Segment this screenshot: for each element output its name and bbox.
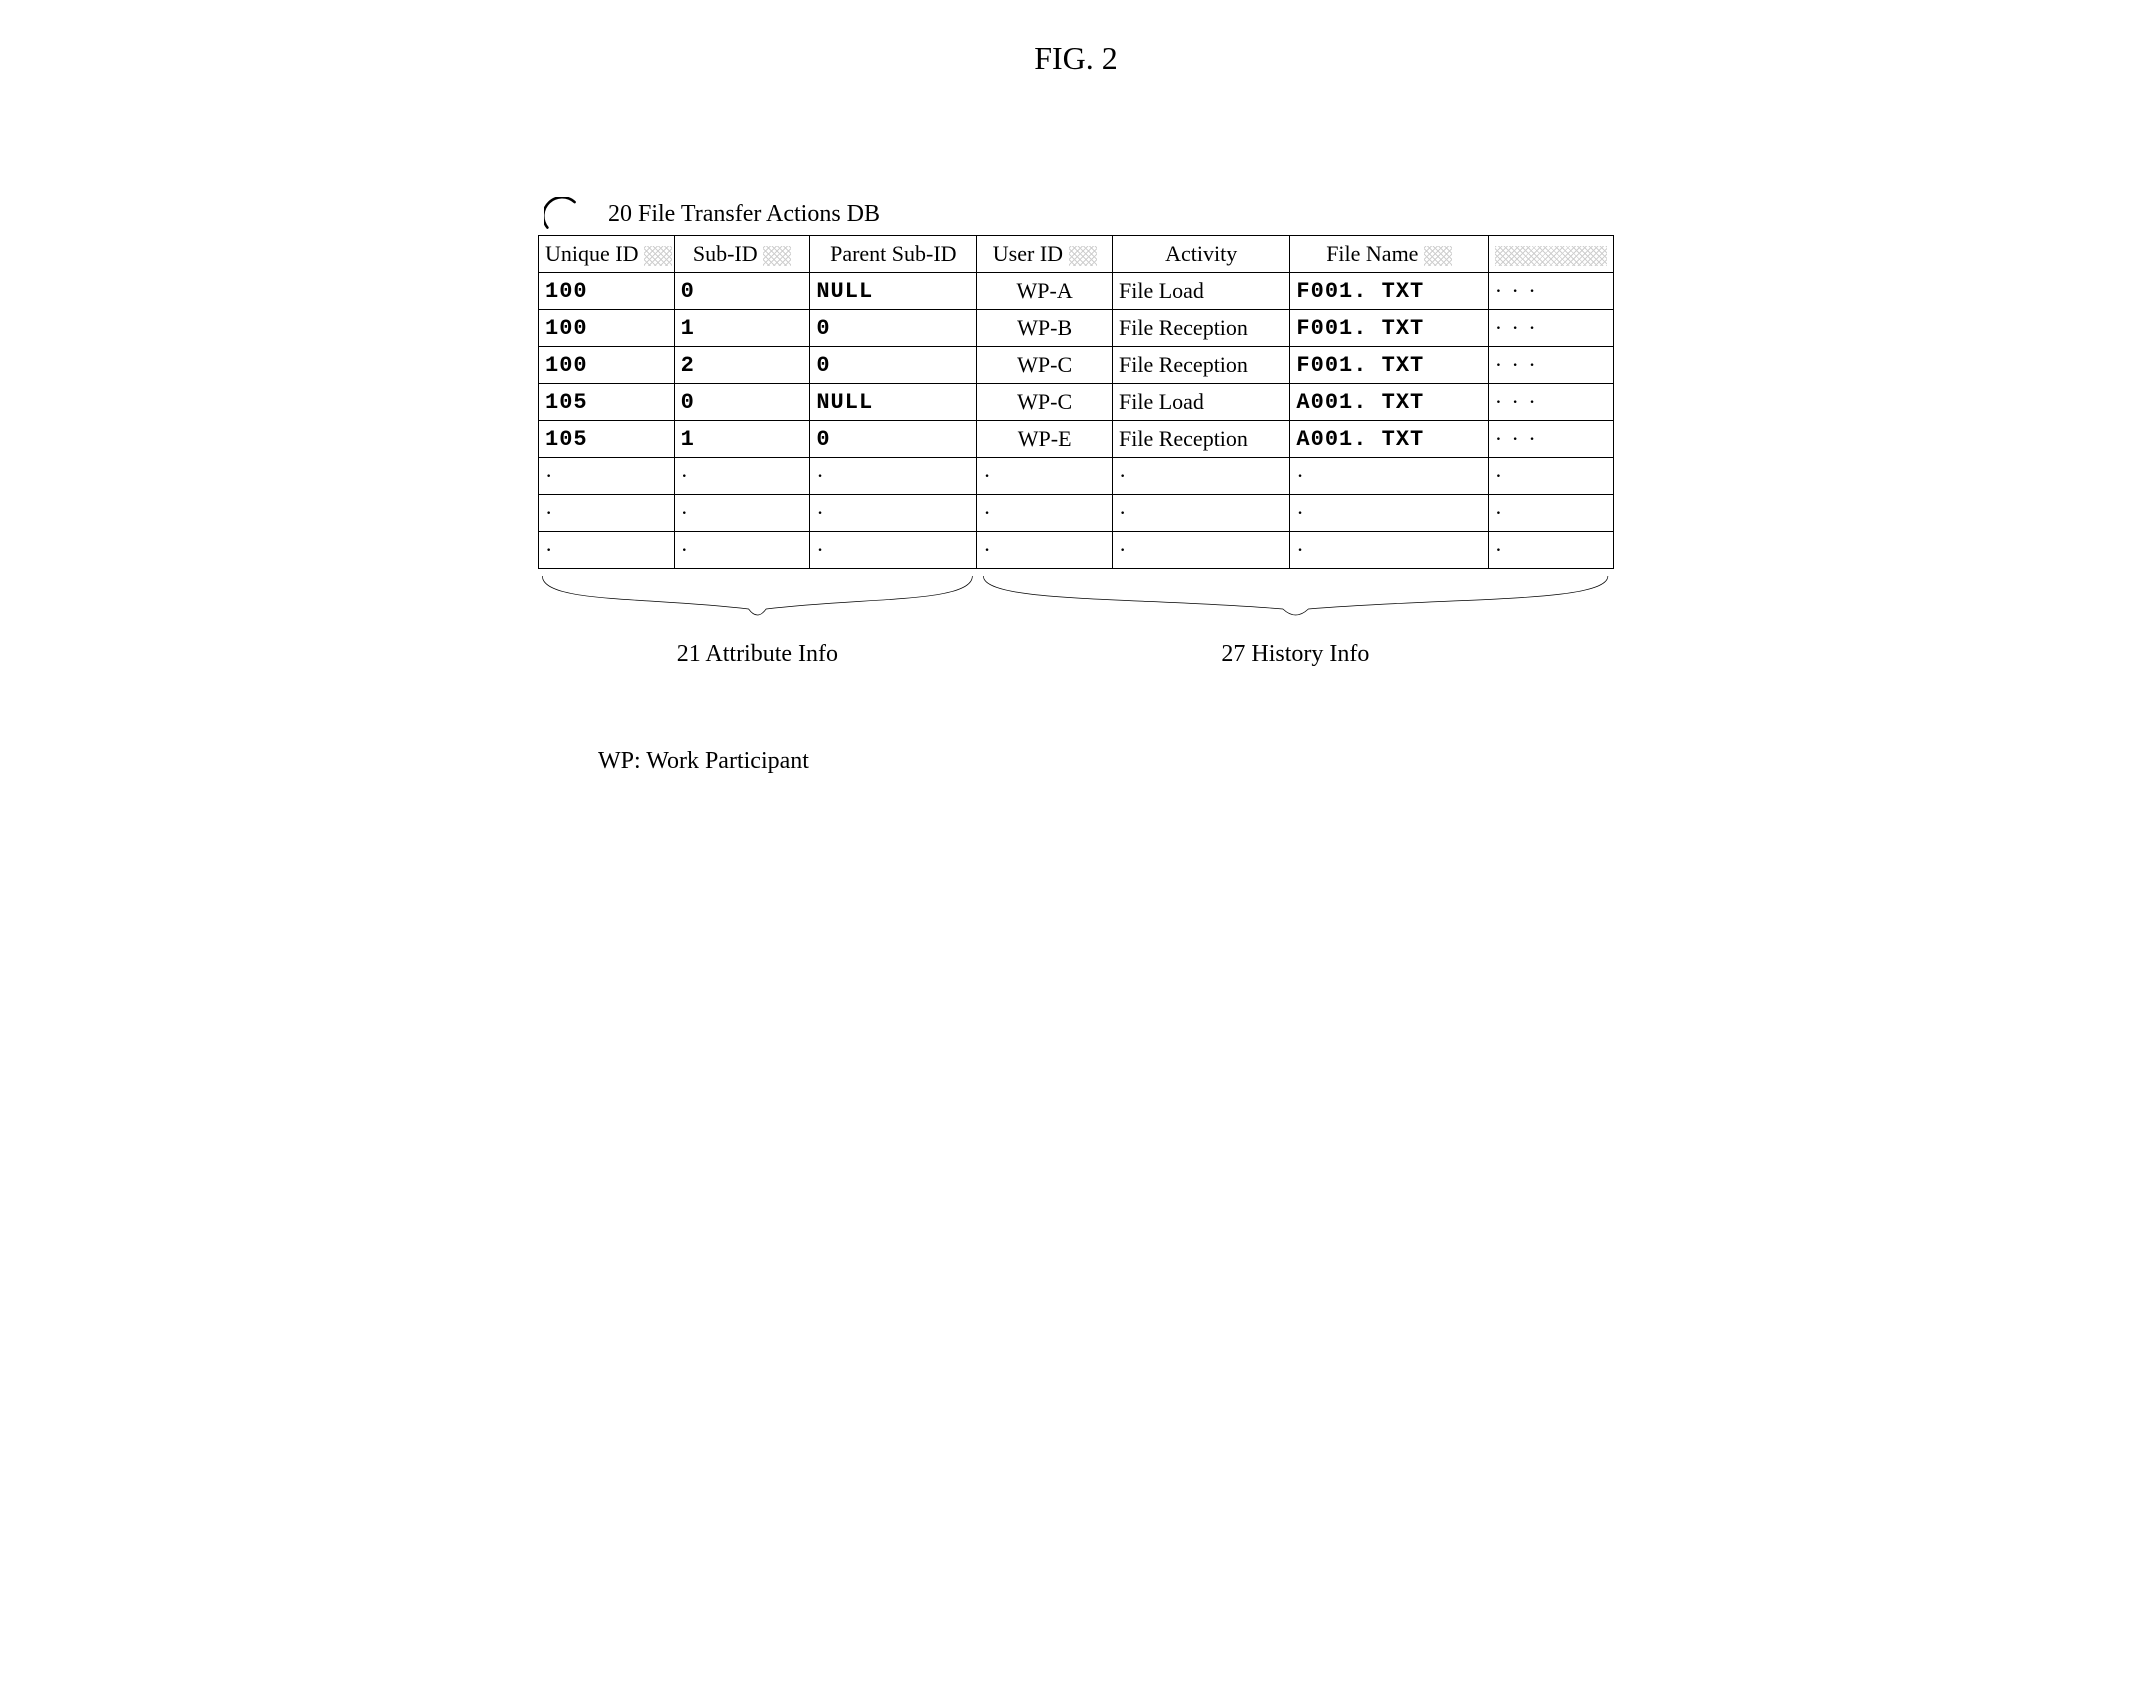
table-cell: WP-E bbox=[977, 421, 1113, 458]
table-cell: NULL bbox=[810, 273, 977, 310]
brace-right-label: 27 History Info bbox=[977, 641, 1614, 668]
table-cell: File Load bbox=[1113, 384, 1290, 421]
table-cell: · · · bbox=[1488, 347, 1613, 384]
table-row: 10010WP-BFile ReceptionF001. TXT· · · bbox=[539, 310, 1614, 347]
table-cell: 0 bbox=[810, 310, 977, 347]
table-cell: 2 bbox=[674, 347, 810, 384]
table-header-row: Unique ID Sub-ID Parent Sub-IDUser ID Ac… bbox=[539, 236, 1614, 273]
col-header: Activity bbox=[1113, 236, 1290, 273]
table-cell: 0 bbox=[674, 384, 810, 421]
table-cell: 100 bbox=[539, 310, 675, 347]
ellipsis-row: ······· bbox=[539, 532, 1614, 569]
table-cell: WP-C bbox=[977, 384, 1113, 421]
table-cell: WP-C bbox=[977, 347, 1113, 384]
brace-left: 21 Attribute Info bbox=[538, 573, 977, 668]
table-row: 10510WP-EFile ReceptionA001. TXT· · · bbox=[539, 421, 1614, 458]
col-header bbox=[1488, 236, 1613, 273]
figure-title: FIG. 2 bbox=[538, 40, 1614, 77]
file-transfer-table: Unique ID Sub-ID Parent Sub-IDUser ID Ac… bbox=[538, 235, 1614, 569]
table-cell: 1 bbox=[674, 310, 810, 347]
table-cell: F001. TXT bbox=[1290, 273, 1488, 310]
brace-right-icon bbox=[977, 573, 1614, 633]
braces-row: 21 Attribute Info 27 History Info bbox=[538, 573, 1614, 668]
table-cell: File Reception bbox=[1113, 421, 1290, 458]
table-cell: File Reception bbox=[1113, 347, 1290, 384]
footnote: WP: Work Participant bbox=[598, 748, 1614, 775]
table-cell: 0 bbox=[810, 347, 977, 384]
brace-left-label: 21 Attribute Info bbox=[538, 641, 977, 668]
table-row: 1050NULLWP-CFile LoadA001. TXT· · · bbox=[539, 384, 1614, 421]
col-header: File Name bbox=[1290, 236, 1488, 273]
col-header: Unique ID bbox=[539, 236, 675, 273]
lead-label: 20 File Transfer Actions DB bbox=[608, 201, 880, 228]
table-row: 10020WP-CFile ReceptionF001. TXT· · · bbox=[539, 347, 1614, 384]
table-cell: F001. TXT bbox=[1290, 347, 1488, 384]
table-cell: File Reception bbox=[1113, 310, 1290, 347]
table-cell: · · · bbox=[1488, 310, 1613, 347]
table-cell: F001. TXT bbox=[1290, 310, 1488, 347]
col-header: Parent Sub-ID bbox=[810, 236, 977, 273]
table-cell: File Load bbox=[1113, 273, 1290, 310]
table-cell: 105 bbox=[539, 421, 675, 458]
table-cell: A001. TXT bbox=[1290, 384, 1488, 421]
lead-arc-icon bbox=[544, 197, 578, 231]
brace-right: 27 History Info bbox=[977, 573, 1614, 668]
table-cell: 1 bbox=[674, 421, 810, 458]
table-cell: A001. TXT bbox=[1290, 421, 1488, 458]
table-cell: 105 bbox=[539, 384, 675, 421]
table-cell: WP-B bbox=[977, 310, 1113, 347]
ellipsis-row: ······· bbox=[539, 458, 1614, 495]
table-cell: 0 bbox=[674, 273, 810, 310]
table-cell: · · · bbox=[1488, 273, 1613, 310]
ellipsis-row: ······· bbox=[539, 495, 1614, 532]
table-cell: 100 bbox=[539, 347, 675, 384]
brace-left-icon bbox=[538, 573, 977, 633]
lead-row: 20 File Transfer Actions DB bbox=[538, 197, 1614, 231]
table-cell: · · · bbox=[1488, 421, 1613, 458]
col-header: Sub-ID bbox=[674, 236, 810, 273]
table-cell: NULL bbox=[810, 384, 977, 421]
table-cell: 0 bbox=[810, 421, 977, 458]
col-header: User ID bbox=[977, 236, 1113, 273]
table-row: 1000NULLWP-AFile LoadF001. TXT· · · bbox=[539, 273, 1614, 310]
table-cell: 100 bbox=[539, 273, 675, 310]
table-cell: WP-A bbox=[977, 273, 1113, 310]
table-cell: · · · bbox=[1488, 384, 1613, 421]
